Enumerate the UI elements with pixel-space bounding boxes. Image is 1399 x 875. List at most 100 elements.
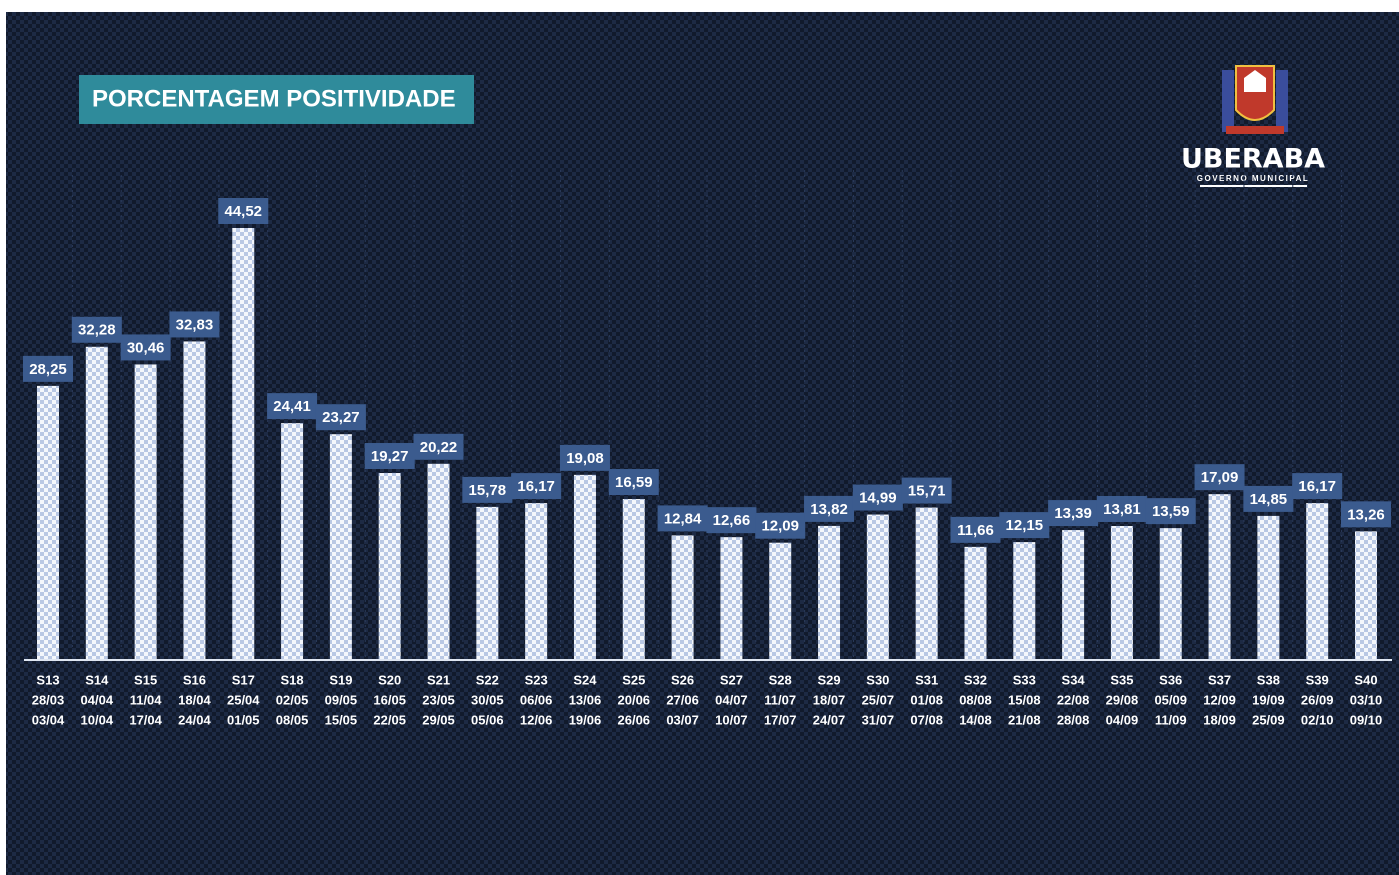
- bar: [720, 537, 743, 660]
- bar: [769, 542, 792, 660]
- value-label-box: [804, 495, 855, 522]
- value-label-box: [1194, 464, 1245, 491]
- x-tick-label: 08/05: [276, 712, 309, 727]
- value-label-box: [706, 507, 757, 534]
- x-tick-label: 22/05: [373, 712, 406, 727]
- value-label: 13,81: [1103, 501, 1141, 518]
- x-tick-label: S36: [1159, 672, 1182, 687]
- value-label: 44,52: [224, 203, 262, 220]
- value-label-box: [267, 393, 318, 420]
- bar: [964, 546, 987, 660]
- bar: [573, 474, 596, 660]
- bar: [1062, 530, 1085, 660]
- value-label: 14,99: [859, 490, 897, 507]
- x-tick-label: 11/04: [130, 692, 163, 707]
- bar: [183, 341, 206, 660]
- x-tick-label: 25/09: [1252, 712, 1285, 727]
- logo-name: UBERABA: [1181, 144, 1325, 175]
- x-tick-label: 19/09: [1252, 692, 1285, 707]
- x-tick-label: S18: [281, 672, 304, 687]
- x-tick-label: S37: [1208, 672, 1231, 687]
- value-label-box: [120, 334, 171, 361]
- bar: [427, 463, 450, 660]
- x-tick-label: 24/07: [813, 712, 846, 727]
- value-label: 28,25: [29, 361, 67, 378]
- x-tick-label: 24/04: [178, 712, 211, 727]
- x-tick-label: 16/05: [373, 692, 406, 707]
- value-label-box: [511, 473, 562, 500]
- value-label: 11,66: [957, 522, 994, 539]
- value-label-box: [364, 443, 415, 470]
- value-label-box: [755, 512, 806, 539]
- x-tick-label: S35: [1110, 672, 1133, 687]
- x-tick-label: 03/07: [666, 712, 699, 727]
- x-tick-label: 05/09: [1154, 692, 1187, 707]
- x-tick-label: 25/07: [862, 692, 895, 707]
- value-label: 16,59: [615, 474, 653, 491]
- x-tick-label: 28/08: [1057, 712, 1090, 727]
- x-tick-label: S22: [476, 672, 499, 687]
- x-tick-label: 31/07: [862, 712, 895, 727]
- x-tick-label: 04/04: [81, 692, 114, 707]
- bar: [525, 503, 548, 660]
- x-tick-label: S32: [964, 672, 987, 687]
- background: [6, 12, 1399, 875]
- value-label: 13,59: [1152, 503, 1190, 520]
- x-tick-label: S28: [769, 672, 792, 687]
- value-label: 15,78: [469, 482, 507, 499]
- x-tick-label: 03/04: [32, 712, 65, 727]
- value-label-box: [852, 484, 903, 511]
- value-label-box: [218, 198, 269, 224]
- bar: [476, 506, 499, 660]
- bar: [1159, 528, 1182, 660]
- x-tick-label: S40: [1354, 672, 1377, 687]
- value-label-box: [23, 355, 73, 382]
- x-tick-label: 09/10: [1350, 712, 1383, 727]
- bar: [1013, 542, 1036, 660]
- x-tick-label: 20/06: [618, 692, 651, 707]
- x-tick-label: S34: [1062, 672, 1086, 687]
- value-label: 15,71: [908, 483, 946, 500]
- x-tick-label: 12/06: [520, 712, 553, 727]
- value-label-box: [1048, 500, 1099, 527]
- x-tick-label: 26/06: [618, 712, 651, 727]
- x-tick-label: S27: [720, 672, 743, 687]
- x-tick-label: 17/07: [764, 712, 797, 727]
- x-tick-label: 21/08: [1008, 712, 1041, 727]
- x-tick-label: S20: [378, 672, 401, 687]
- x-tick-label: S38: [1257, 672, 1280, 687]
- value-label-box: [999, 512, 1050, 539]
- x-tick-label: 25/04: [227, 692, 260, 707]
- value-label: 13,39: [1054, 505, 1092, 522]
- value-label: 12,66: [713, 512, 751, 529]
- bar: [37, 385, 59, 660]
- value-label: 32,83: [176, 316, 214, 333]
- x-tick-label: S16: [183, 672, 206, 687]
- title-box: [79, 75, 474, 124]
- bar: [622, 499, 645, 660]
- value-label: 13,26: [1347, 506, 1385, 523]
- bar: [1110, 525, 1133, 660]
- bar: [1208, 494, 1231, 660]
- value-label: 13,82: [810, 501, 848, 518]
- x-tick-label: 18/07: [813, 692, 846, 707]
- value-label-box: [169, 311, 220, 338]
- x-tick-label: S25: [622, 672, 645, 687]
- bar: [818, 525, 841, 660]
- value-label: 12,84: [664, 510, 702, 527]
- value-label-box: [657, 505, 708, 532]
- value-label: 16,17: [517, 478, 555, 495]
- x-tick-label: S26: [671, 672, 694, 687]
- value-label: 32,28: [78, 322, 116, 339]
- x-tick-label: 06/06: [520, 692, 553, 707]
- value-label-box: [1145, 498, 1196, 525]
- bar: [1306, 503, 1329, 660]
- x-tick-label: S31: [915, 672, 938, 687]
- x-tick-label: 01/05: [227, 712, 260, 727]
- value-label-box: [462, 476, 513, 503]
- x-tick-label: 07/08: [910, 712, 943, 727]
- x-tick-label: 03/10: [1350, 692, 1383, 707]
- x-tick-label: 26/09: [1301, 692, 1334, 707]
- x-tick-label: S19: [329, 672, 352, 687]
- bar: [281, 423, 304, 660]
